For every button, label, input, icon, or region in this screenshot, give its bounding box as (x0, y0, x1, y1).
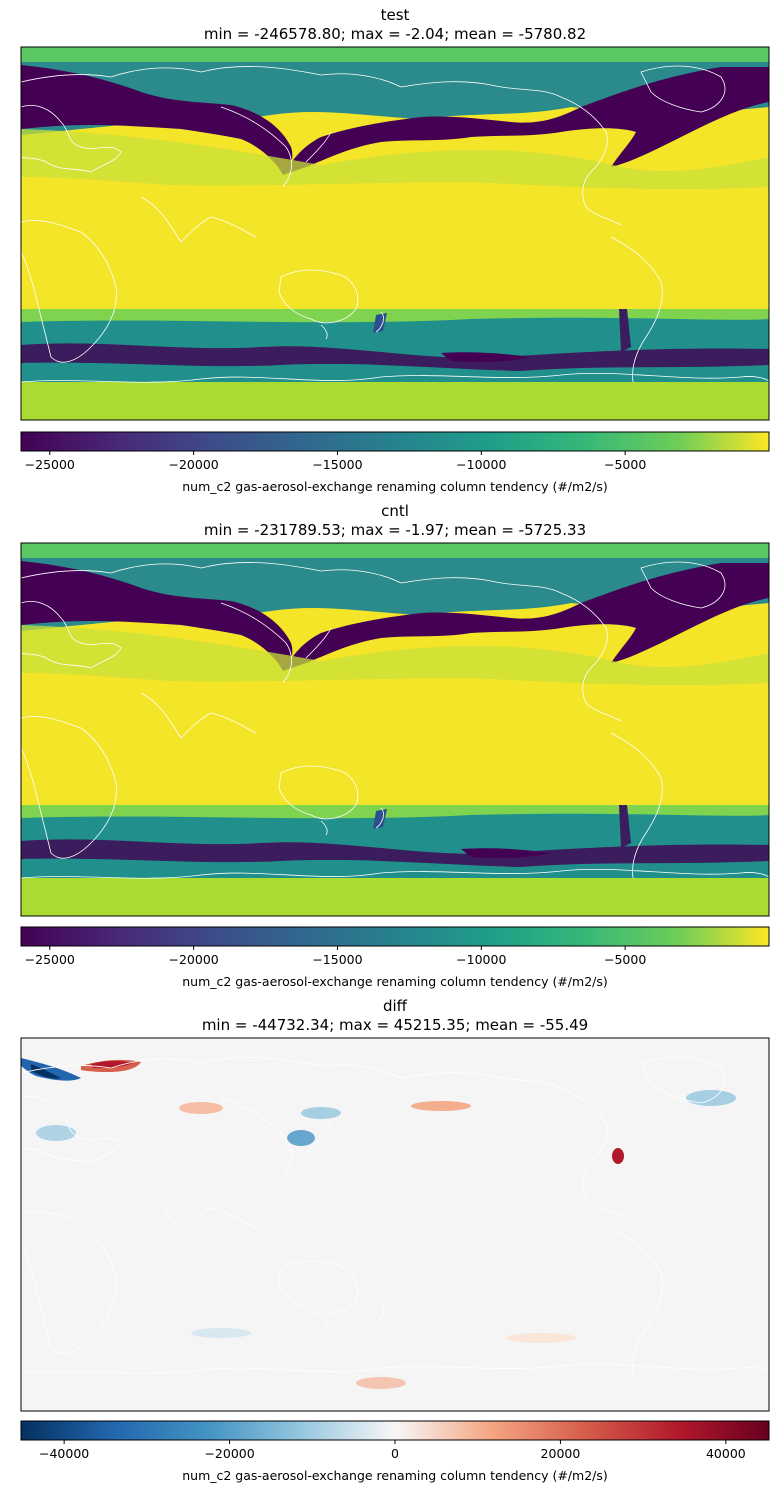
band-north-green (21, 129, 769, 190)
colorbar-ticks: −40000 −20000 0 20000 40000 (39, 1440, 746, 1461)
map-frame (20, 1037, 770, 1412)
colorbar-gradient (20, 926, 770, 947)
colorbar-tick-label: 0 (391, 1446, 399, 1461)
colorbar-tick-label: −20000 (168, 952, 218, 967)
storm-track-north (21, 561, 769, 671)
anomaly-red-south-east (506, 1333, 576, 1343)
colorbar-tick-label: −20000 (204, 1446, 254, 1461)
colorbar-tick-label: −25000 (25, 952, 75, 967)
storm-track-north (21, 65, 769, 175)
colorbar-gradient (20, 1420, 770, 1441)
anomaly-blue-north (21, 1058, 81, 1081)
storm-track-south-core (461, 848, 551, 858)
panel-test: test min = -246578.80; max = -2.04; mean… (20, 6, 770, 494)
land-patagonia (619, 805, 631, 848)
anomaly-blue-asia (287, 1130, 315, 1146)
storm-track-south (21, 343, 769, 371)
band-antarctic (21, 878, 769, 916)
colorbar-label: num_c2 gas-aerosol-exchange renaming col… (182, 974, 608, 989)
colorbar-tick-label: 40000 (706, 1446, 746, 1461)
storm-track-south (21, 839, 769, 867)
anomaly-blue-japan (301, 1107, 341, 1119)
map-test (20, 46, 770, 421)
anomaly-red-south (356, 1377, 406, 1389)
colorbar-label: num_c2 gas-aerosol-exchange renaming col… (182, 1468, 608, 1483)
map-background (21, 1038, 769, 1411)
panel-title: cntl (381, 502, 409, 520)
anomaly-red-pacific (411, 1101, 471, 1111)
colorbar-tick-label: −10000 (456, 457, 506, 472)
map-diff (20, 1037, 770, 1412)
colorbar-test: −25000 −20000 −15000 −10000 −5000 num_c2 gas… (20, 431, 770, 494)
anomaly-blue-north-core (31, 1064, 61, 1079)
panel-title: diff (383, 997, 408, 1015)
panel-cntl: cntl min = -231789.53; max = -1.97; mean… (20, 502, 770, 989)
map-frame (20, 46, 770, 421)
panel-subtitle: min = -231789.53; max = -1.97; mean = -5… (204, 521, 586, 539)
colorbar-tick-label: −10000 (456, 952, 506, 967)
colorbar-tick-label: −25000 (25, 457, 75, 472)
band-antarctic (21, 382, 769, 420)
map-frame (20, 542, 770, 917)
colorbar-tick-label: −15000 (312, 952, 362, 967)
panel-subtitle: min = -44732.34; max = 45215.35; mean = … (202, 1016, 588, 1034)
colorbar-tick-label: −15000 (312, 457, 362, 472)
panel-subtitle: min = -246578.80; max = -2.04; mean = -5… (204, 25, 586, 43)
colorbar-tick-label: −40000 (39, 1446, 89, 1461)
panel-diff: diff min = -44732.34; max = 45215.35; me… (20, 997, 770, 1483)
land-patagonia (619, 309, 631, 352)
panel-title: test (381, 6, 410, 24)
colorbar-tick-label: −20000 (168, 457, 218, 472)
colorbar-gradient (20, 431, 770, 452)
colorbar-ticks: −25000 −20000 −15000 −10000 −5000 (25, 451, 646, 472)
anomaly-red-america (612, 1148, 624, 1164)
anomaly-blue-europe (36, 1125, 76, 1141)
colorbar-ticks: −25000 −20000 −15000 −10000 −5000 (25, 946, 646, 967)
anomaly-red-europe (179, 1102, 223, 1114)
storm-track-south-core (441, 352, 531, 362)
colorbar-tick-label: −5000 (604, 457, 646, 472)
colorbar-label: num_c2 gas-aerosol-exchange renaming col… (182, 479, 608, 494)
colorbar-diff: −40000 −20000 0 20000 40000 num_c2 gas-aeros… (20, 1420, 770, 1483)
anomaly-blue-south (191, 1328, 251, 1338)
colorbar-cntl: −25000 −20000 −15000 −10000 −5000 num_c2 gas… (20, 926, 770, 989)
band-north-green (21, 625, 769, 686)
anomaly-blue-atlantic (686, 1090, 736, 1106)
colorbar-tick-label: 20000 (541, 1446, 581, 1461)
anomaly-red-north-core (91, 1060, 133, 1068)
map-cntl (20, 542, 770, 917)
colorbar-tick-label: −5000 (604, 952, 646, 967)
